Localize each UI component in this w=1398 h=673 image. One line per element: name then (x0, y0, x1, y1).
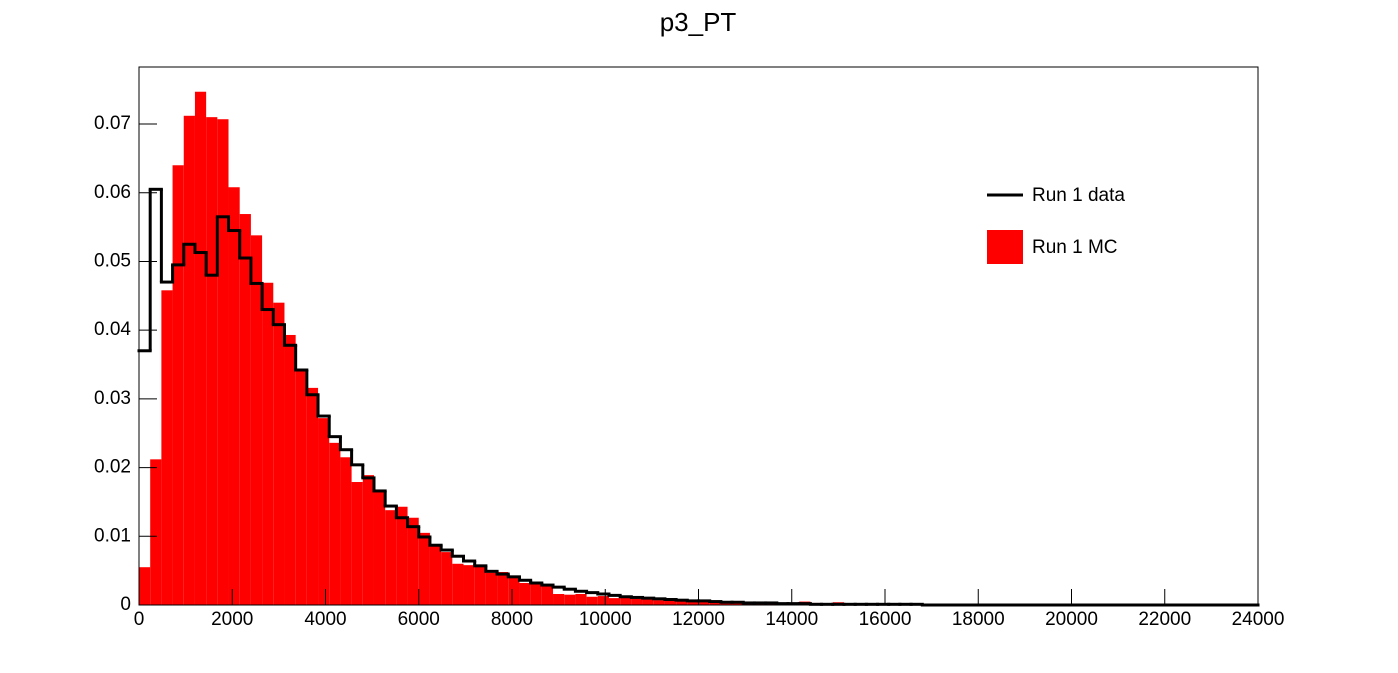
histogram-bar (519, 583, 531, 605)
histogram-bar (687, 601, 699, 605)
x-tick-label: 4000 (304, 609, 346, 630)
histogram-bar (441, 552, 453, 605)
y-tick-label: 0.06 (94, 182, 131, 203)
histogram-bar (228, 187, 240, 605)
histogram-bar (698, 600, 710, 605)
x-tick-label: 20000 (1045, 609, 1098, 630)
histogram-bar (239, 214, 251, 605)
histogram-bar (407, 517, 419, 605)
histogram-bar (463, 565, 475, 605)
x-tick-label: 8000 (491, 609, 533, 630)
histogram-bar (351, 482, 363, 605)
histogram-bar (597, 596, 609, 605)
histogram-bar (664, 600, 677, 605)
x-tick-label: 22000 (1138, 609, 1191, 630)
x-tick-label: 16000 (859, 609, 912, 630)
histogram-bar (575, 594, 587, 605)
histogram-bar (318, 418, 330, 605)
histogram-bar (418, 532, 430, 605)
x-tick-label: 12000 (672, 609, 725, 630)
histogram-bar (217, 119, 229, 605)
histogram-bar (329, 442, 341, 605)
histogram-bar (608, 598, 621, 605)
x-tick-label: 18000 (952, 609, 1005, 630)
histogram-bar (306, 387, 319, 605)
x-tick-label: 6000 (398, 609, 440, 630)
histogram-bar (709, 602, 721, 605)
legend-label: Run 1 MC (1032, 237, 1118, 258)
histogram-bar (653, 600, 665, 605)
histogram-bar (150, 459, 162, 605)
y-tick-label: 0.01 (94, 525, 131, 546)
histogram-bar (642, 598, 654, 605)
histogram-bar (262, 282, 274, 605)
histogram-bar (553, 594, 565, 605)
histogram-bar (161, 290, 173, 605)
histogram-bar (273, 302, 285, 605)
x-tick-label: 2000 (211, 609, 253, 630)
y-tick-label: 0.02 (94, 457, 131, 478)
histogram-bar (586, 596, 598, 605)
histogram-bar (139, 567, 151, 605)
histogram-bar (340, 457, 352, 605)
histogram-bar (250, 235, 263, 605)
histogram-bar (485, 572, 498, 605)
histogram-bar (385, 510, 397, 605)
histogram-bar (541, 585, 554, 605)
histogram-bar (284, 334, 296, 605)
histogram-bar (194, 91, 207, 605)
chart-title: p3_PT (660, 7, 737, 37)
x-tick-label: 14000 (765, 609, 818, 630)
histogram-bar (564, 594, 576, 605)
histogram-bar (183, 115, 195, 605)
histogram-bar (497, 572, 509, 605)
histogram-bar (373, 491, 386, 605)
histogram-bar (631, 598, 643, 605)
histogram-bar (452, 563, 464, 605)
histogram-bar (206, 117, 218, 606)
y-tick-label: 0.07 (94, 113, 131, 134)
histogram-bar (295, 370, 307, 605)
x-tick-label: 24000 (1232, 609, 1285, 630)
histogram-bar (474, 565, 486, 605)
histogram-bar (172, 165, 184, 605)
y-tick-label: 0.05 (94, 250, 131, 271)
histogram-bar (396, 506, 408, 605)
y-tick-label: 0.04 (94, 319, 131, 340)
x-tick-label: 0 (134, 609, 145, 630)
x-tick-label: 10000 (579, 609, 632, 630)
y-tick-label: 0.03 (94, 388, 131, 409)
legend-swatch (987, 230, 1023, 264)
histogram-bar (620, 596, 632, 605)
histogram-bar (508, 576, 520, 605)
legend-label: Run 1 data (1032, 185, 1125, 206)
histogram-bar (676, 600, 688, 605)
histogram-bar (530, 583, 542, 605)
histogram-bar (429, 545, 442, 605)
histogram-bar (362, 475, 374, 605)
y-tick-label: 0 (120, 594, 131, 615)
